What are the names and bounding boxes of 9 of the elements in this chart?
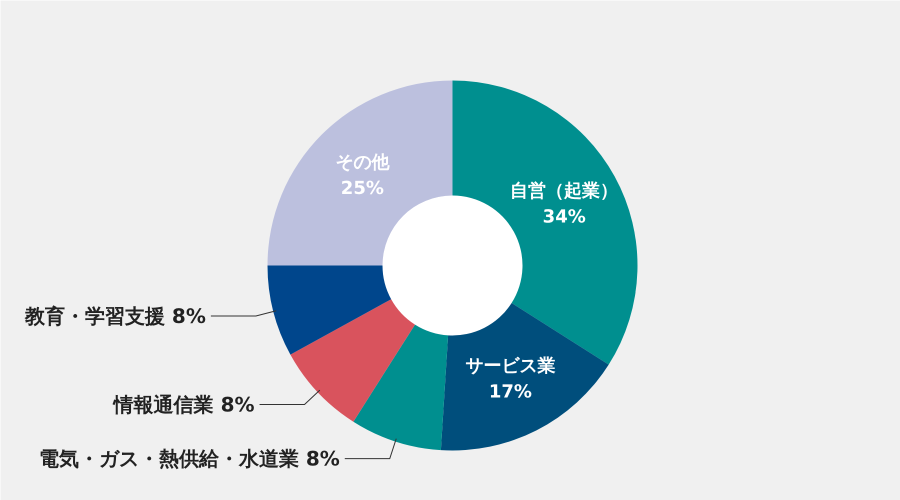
data-label: 34%	[542, 206, 586, 228]
slice-label: 教育・学習支援 8%	[24, 304, 206, 328]
data-label: 17%	[488, 382, 532, 403]
slice-label: その他	[335, 152, 390, 173]
slice-label: 自営（起業）	[510, 180, 618, 202]
slice-label: サービス業	[465, 356, 556, 377]
data-label: 25%	[340, 178, 384, 199]
slice-label: 情報通信業 8%	[112, 392, 255, 416]
slice-label: 電気・ガス・熱供給・水道業 8%	[38, 446, 340, 471]
